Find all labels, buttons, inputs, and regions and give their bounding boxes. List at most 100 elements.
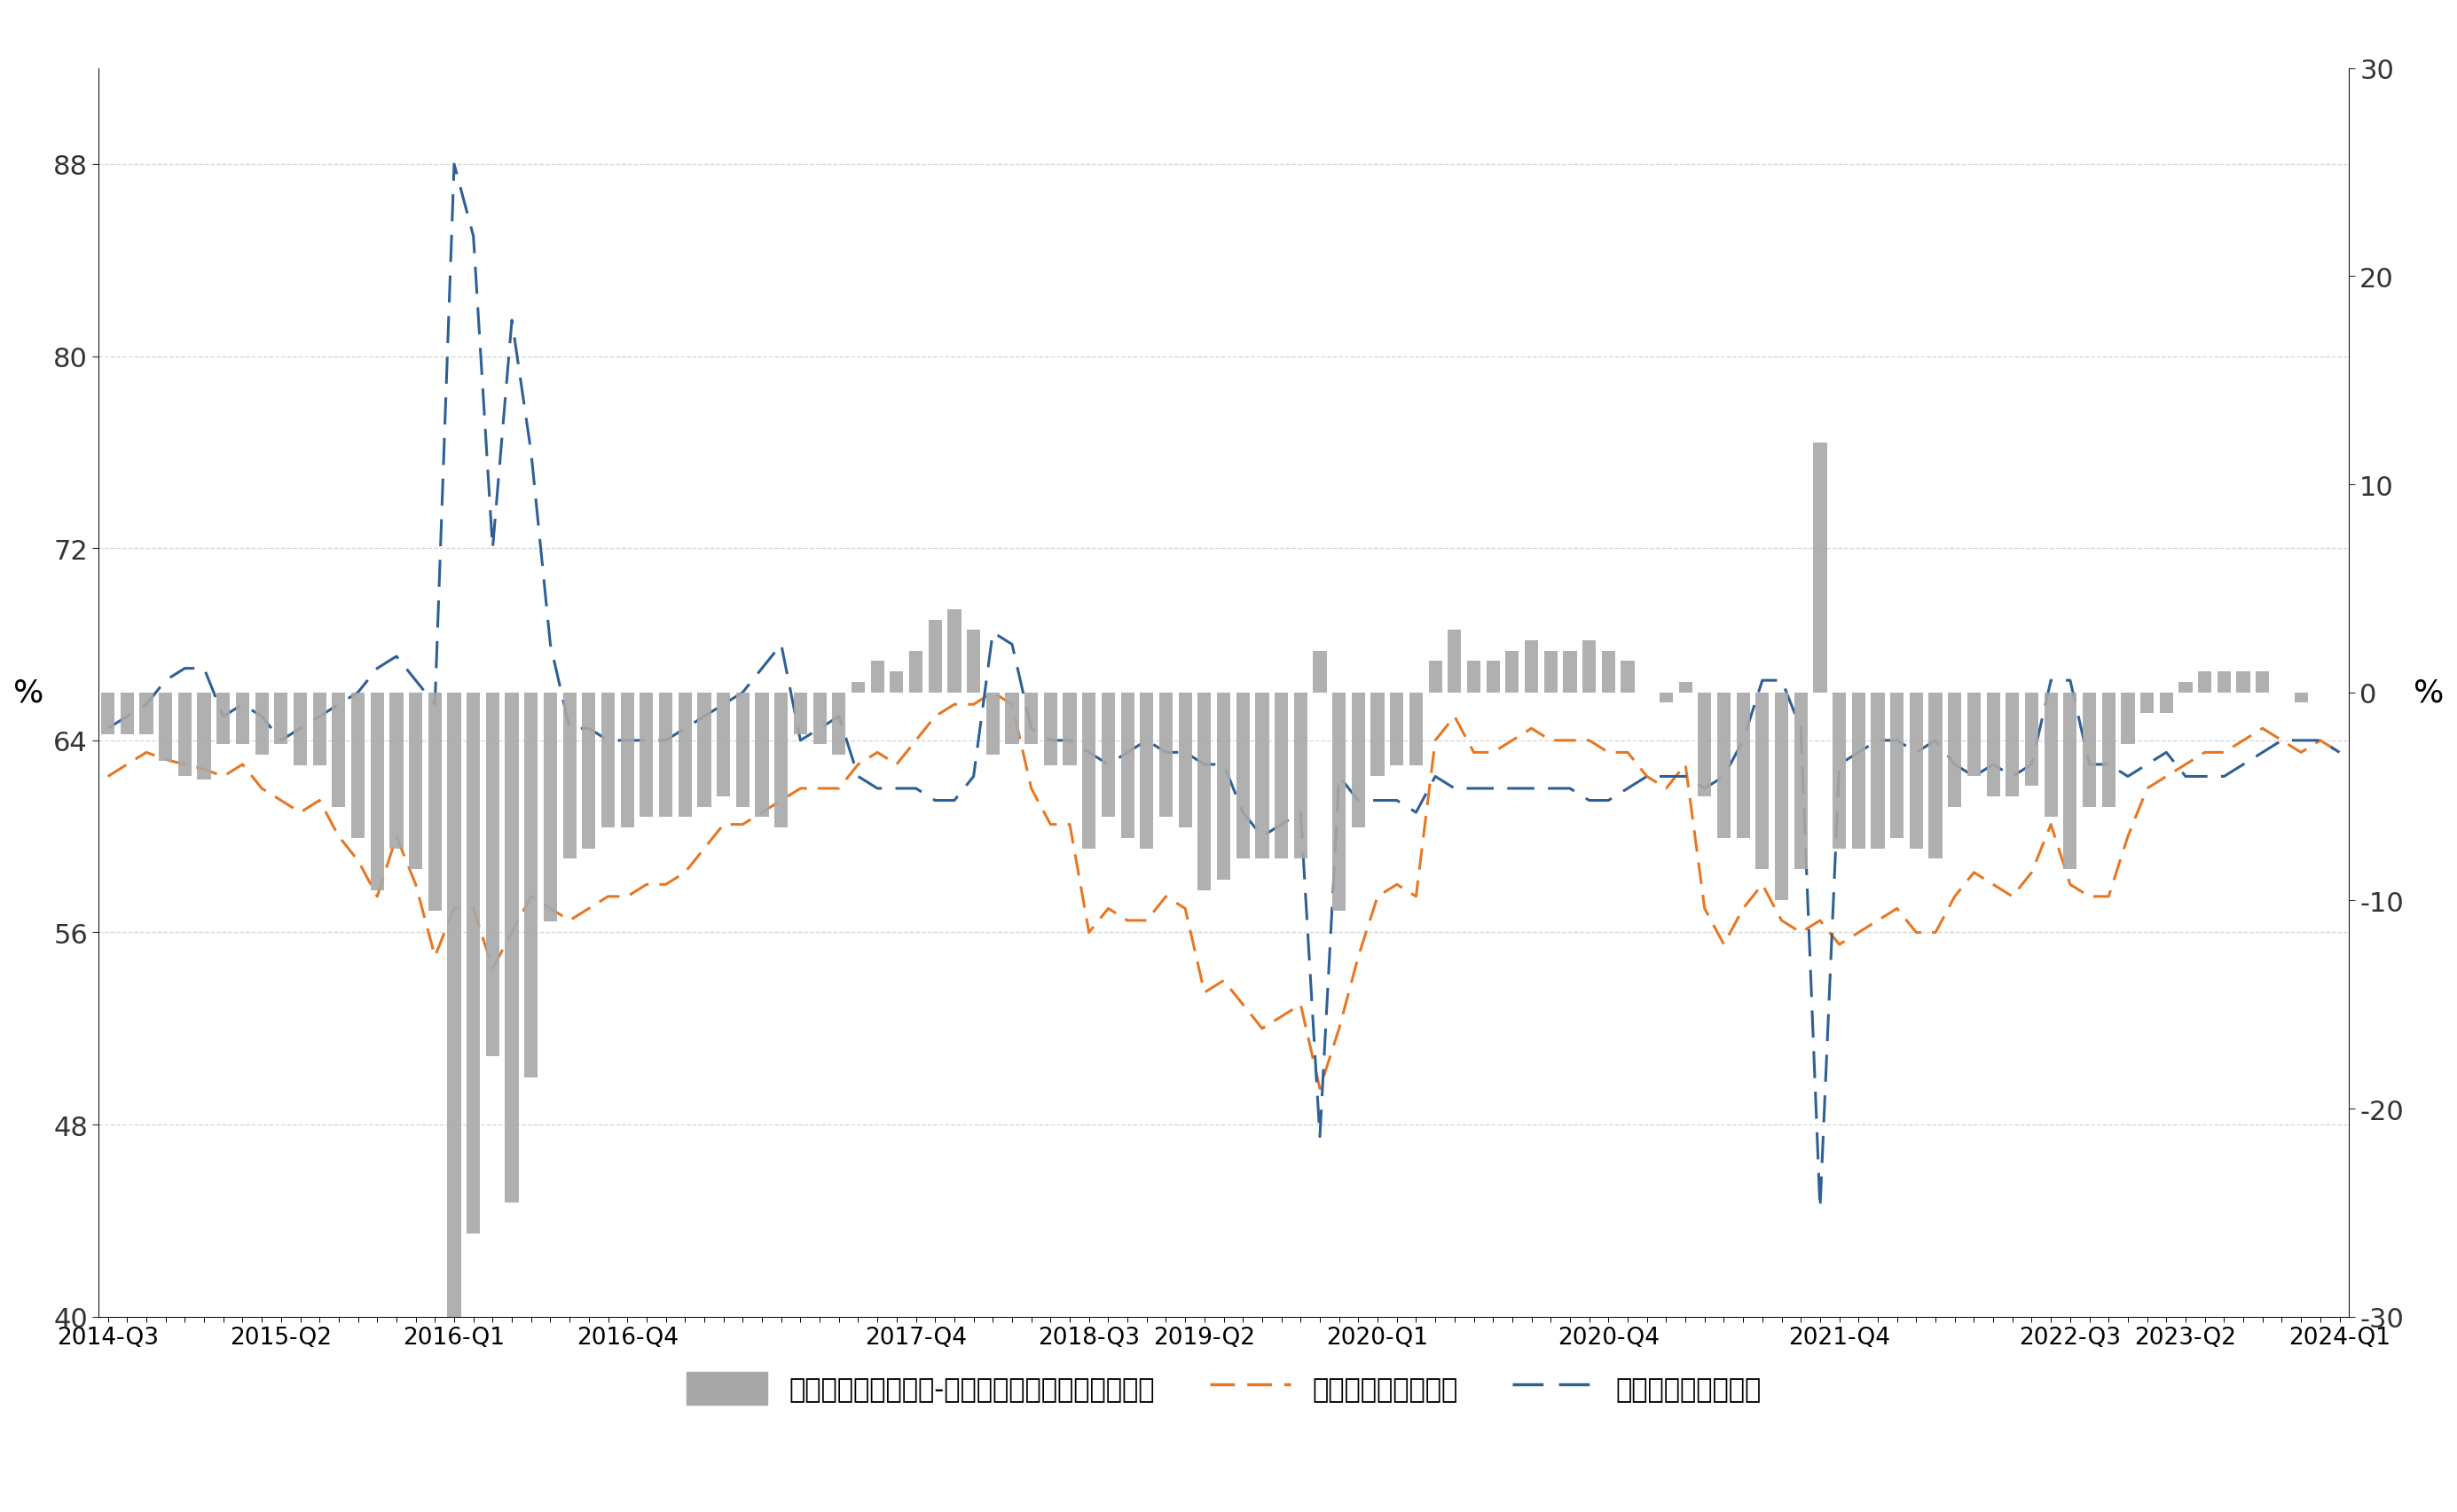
Bar — [1582, 641, 1597, 692]
Bar — [408, 692, 423, 869]
Bar — [658, 692, 673, 818]
Bar — [486, 692, 499, 1057]
Bar — [678, 692, 693, 818]
Bar — [1140, 692, 1152, 848]
Bar — [391, 692, 403, 848]
Bar — [909, 652, 921, 692]
Bar — [292, 692, 307, 765]
Bar — [1602, 652, 1614, 692]
Bar — [1774, 692, 1789, 901]
Bar — [1312, 652, 1327, 692]
Bar — [1025, 692, 1037, 745]
Bar — [968, 631, 980, 692]
Bar — [1968, 692, 1980, 776]
Bar — [1909, 692, 1924, 848]
Bar — [1044, 692, 1057, 765]
Bar — [1737, 692, 1749, 838]
Bar — [1236, 692, 1251, 859]
Bar — [312, 692, 327, 765]
Bar — [754, 692, 769, 818]
Bar — [101, 692, 115, 735]
Bar — [2005, 692, 2020, 797]
Bar — [1698, 692, 1713, 797]
Bar — [1717, 692, 1730, 838]
Bar — [371, 692, 383, 891]
Legend: 銀行代客收汇结汇率-銀行代客付汇购汇率（右轴）, 銀行代客收汇结汇率, 銀行代客付汇购汇率: 銀行代客收汇结汇率-銀行代客付汇购汇率（右轴）, 銀行代客收汇结汇率, 銀行代客… — [676, 1361, 1771, 1415]
Bar — [160, 692, 172, 762]
Bar — [1081, 692, 1096, 848]
Y-axis label: %: % — [2413, 677, 2445, 708]
Bar — [929, 620, 941, 692]
Bar — [1948, 692, 1961, 807]
Bar — [717, 692, 730, 797]
Bar — [1678, 682, 1693, 692]
Bar — [1833, 692, 1845, 848]
Bar — [1160, 692, 1172, 818]
Bar — [1526, 641, 1538, 692]
Bar — [833, 692, 845, 754]
Bar — [236, 692, 248, 745]
Bar — [1371, 692, 1383, 776]
Bar — [1216, 692, 1231, 880]
Bar — [523, 692, 538, 1078]
Bar — [1813, 443, 1828, 692]
Bar — [2025, 692, 2039, 786]
Bar — [120, 692, 133, 735]
Bar — [1872, 692, 1885, 848]
Bar — [447, 692, 462, 1328]
Bar — [1120, 692, 1135, 838]
Bar — [1428, 662, 1442, 692]
Bar — [197, 692, 211, 780]
Bar — [140, 692, 152, 735]
Bar — [275, 692, 287, 745]
Bar — [813, 692, 826, 745]
Bar — [2199, 671, 2211, 692]
Bar — [1197, 692, 1211, 891]
Bar — [563, 692, 577, 859]
Bar — [582, 692, 595, 848]
Bar — [467, 692, 479, 1234]
Bar — [1794, 692, 1808, 869]
Bar — [1179, 692, 1192, 829]
Bar — [1889, 692, 1904, 838]
Bar — [1275, 692, 1287, 859]
Bar — [774, 692, 789, 829]
Bar — [794, 692, 808, 735]
Bar — [216, 692, 231, 745]
Bar — [2064, 692, 2076, 869]
Bar — [698, 692, 710, 807]
Bar — [2044, 692, 2057, 818]
Bar — [1757, 692, 1769, 869]
Bar — [1658, 692, 1673, 703]
Bar — [1486, 662, 1499, 692]
Bar — [622, 692, 634, 829]
Bar — [889, 671, 904, 692]
Bar — [351, 692, 364, 838]
Bar — [2256, 671, 2270, 692]
Bar — [428, 692, 442, 912]
Bar — [1929, 692, 1941, 859]
Bar — [1467, 662, 1482, 692]
Bar — [543, 692, 558, 922]
Bar — [1005, 692, 1020, 745]
Bar — [1332, 692, 1346, 912]
Bar — [2160, 692, 2172, 714]
Bar — [602, 692, 614, 829]
Bar — [2236, 671, 2251, 692]
Bar — [256, 692, 268, 754]
Bar — [1543, 652, 1558, 692]
Bar — [2140, 692, 2155, 714]
Bar — [2295, 692, 2307, 703]
Bar — [1064, 692, 1076, 765]
Bar — [1985, 692, 2000, 797]
Bar — [1447, 631, 1462, 692]
Bar — [2216, 671, 2231, 692]
Bar — [948, 609, 961, 692]
Bar — [1506, 652, 1518, 692]
Bar — [639, 692, 654, 818]
Bar — [1563, 652, 1577, 692]
Bar — [1256, 692, 1268, 859]
Bar — [1853, 692, 1865, 848]
Bar — [2179, 682, 2192, 692]
Bar — [1295, 692, 1307, 859]
